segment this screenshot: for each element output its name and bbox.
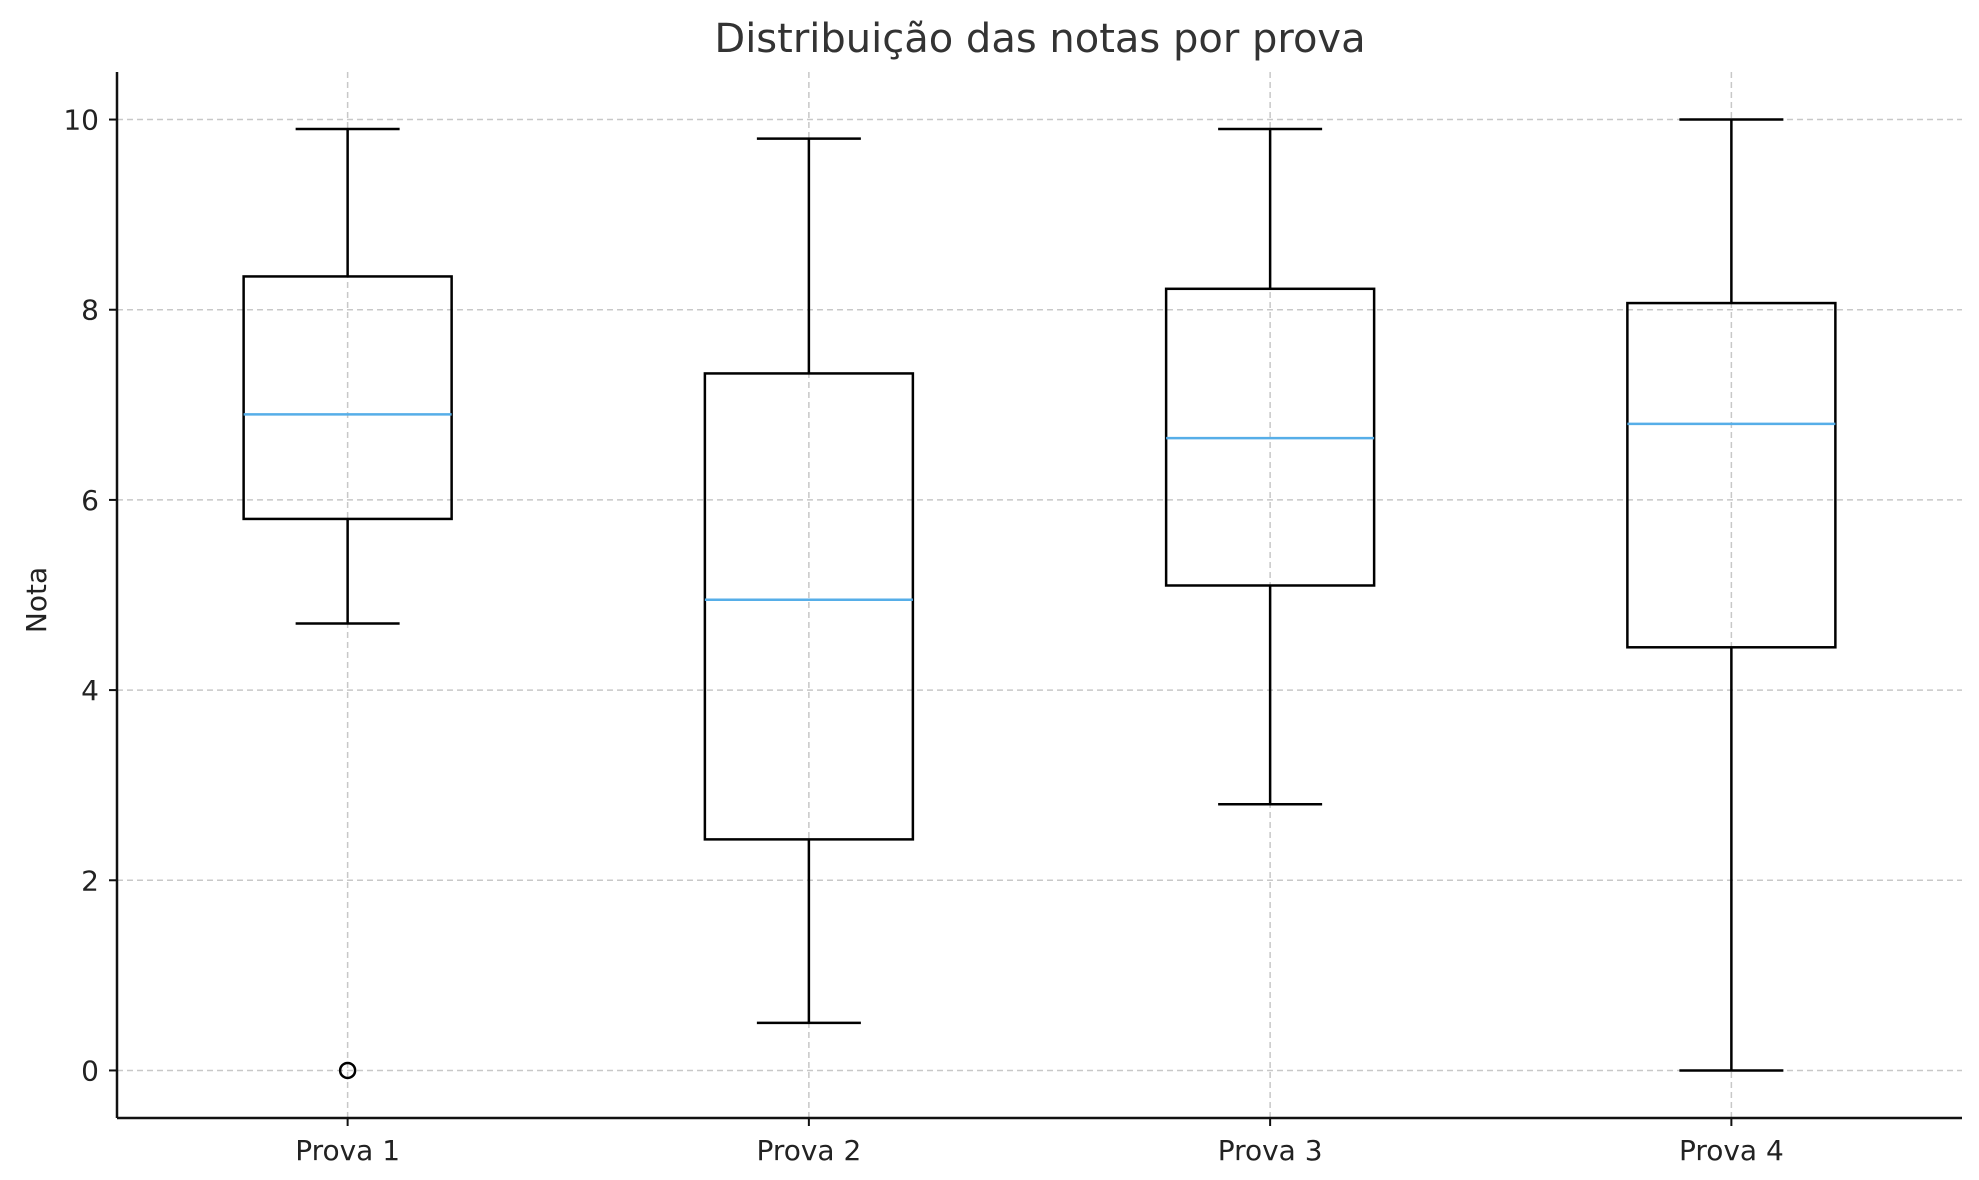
iqr-box-4 [1626,301,1837,649]
outlier-1-1 [338,1061,357,1080]
x-tick-label-3: Prova 3 [1218,1134,1323,1167]
chart-title: Distribuição das notas por prova [714,16,1365,62]
x-tick-label-4: Prova 4 [1679,1134,1784,1167]
x-tick-label-2: Prova 2 [756,1134,861,1167]
box-prova-2 [703,137,915,1025]
box-series [242,118,1837,1080]
box-prova-4 [1626,118,1837,1072]
y-tick-label-0: 0 [81,1054,99,1087]
grid-lines [117,72,1962,1118]
iqr-box-1 [242,275,453,521]
y-tick-label-4: 4 [81,674,99,707]
iqr-box-2 [703,372,915,841]
y-tick-label-10: 10 [63,104,99,137]
y-axis-label: Nota [20,567,53,633]
y-tick-label-2: 2 [81,864,99,897]
box-prova-3 [1164,127,1376,806]
axes: 0 2 4 6 8 10 Prova 1 Prova 2 Prova 3 Prova 4 [63,72,1962,1167]
x-tick-label-1: Prova 1 [295,1134,400,1167]
box-prova-1 [242,127,453,1080]
y-tick-label-8: 8 [81,294,99,327]
y-tick-label-6: 6 [81,484,99,517]
